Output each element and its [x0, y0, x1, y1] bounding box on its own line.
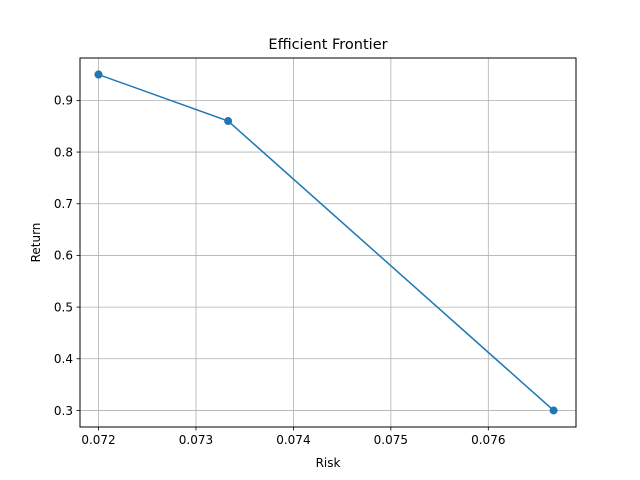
- plot-frame: [79, 57, 577, 428]
- axis-ticks: 0.072 0.073 0.074 0.075 0.076 0.3 0.4 0.5 0.6 0.7…: [54, 94, 506, 447]
- x-tick-label: 0.072: [81, 433, 115, 447]
- y-tick-label: 0.4: [54, 352, 73, 366]
- y-tick-label: 0.6: [54, 249, 73, 263]
- y-tick-label: 0.3: [54, 404, 73, 418]
- y-axis-label: Return: [29, 223, 43, 263]
- y-tick-label: 0.8: [54, 145, 73, 159]
- x-tick-label: 0.076: [471, 433, 505, 447]
- x-tick-label: 0.073: [179, 433, 213, 447]
- data-point: [224, 117, 233, 126]
- y-tick-label: 0.9: [54, 94, 73, 108]
- y-tick-label: 0.5: [54, 300, 73, 314]
- grid: [80, 58, 576, 427]
- chart-title: Efficient Frontier: [268, 37, 387, 53]
- x-axis-label: Risk: [316, 456, 341, 470]
- series-layer: [94, 70, 558, 415]
- x-tick-label: 0.075: [374, 433, 408, 447]
- data-point: [549, 406, 558, 415]
- data-point: [94, 70, 103, 79]
- y-tick-label: 0.7: [54, 197, 73, 211]
- x-tick-label: 0.074: [276, 433, 310, 447]
